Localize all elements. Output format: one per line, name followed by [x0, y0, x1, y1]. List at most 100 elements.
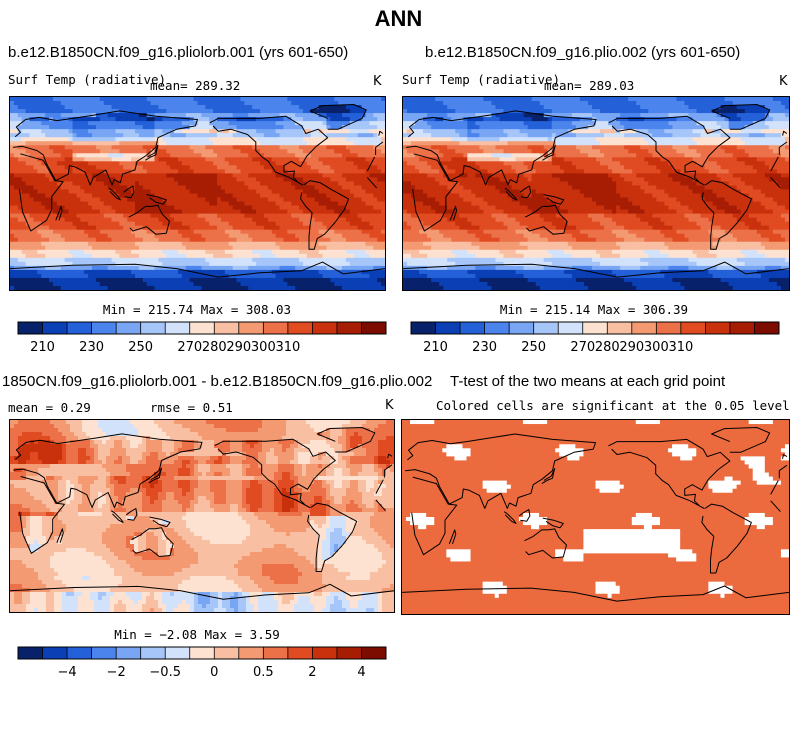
map-cell: [21, 277, 27, 283]
map-cell: [64, 197, 69, 202]
map-cell: [415, 105, 420, 110]
map-cell: [150, 121, 155, 126]
map-cell: [92, 249, 97, 255]
map-cell: [353, 261, 359, 267]
map-cell: [166, 137, 171, 142]
map-cell: [123, 241, 128, 247]
map-cell: [361, 161, 366, 166]
map-cell: [423, 109, 428, 114]
map-cell: [240, 141, 245, 146]
map-cell: [107, 285, 112, 290]
map-cell: [76, 161, 81, 166]
map-cell: [267, 141, 273, 146]
map-cell: [185, 145, 191, 150]
map-cell: [381, 129, 385, 134]
map-cell: [170, 205, 175, 210]
map-cell: [260, 237, 265, 243]
map-cell: [37, 213, 42, 219]
map-cell: [330, 145, 335, 150]
map-cell: [68, 97, 73, 102]
colorbar-swatch: [189, 322, 215, 334]
map-cell: [291, 121, 296, 126]
map-cell: [76, 237, 81, 243]
map-cell: [29, 285, 34, 290]
map-cell: [115, 285, 120, 290]
map-cell: [318, 197, 323, 202]
map-cell: [10, 161, 15, 166]
map-cell: [146, 285, 152, 290]
map-cell: [185, 173, 191, 178]
map-cell: [342, 269, 347, 275]
map-cell: [201, 113, 206, 118]
map-cell: [306, 157, 312, 162]
map-cell: [17, 141, 23, 146]
map-cell: [177, 145, 183, 150]
map-cell: [217, 205, 222, 210]
map-cell: [232, 145, 237, 150]
map-cell: [567, 101, 573, 106]
map-cell: [72, 105, 77, 110]
map-cell: [131, 281, 136, 287]
map-cell: [232, 249, 237, 255]
map-cell: [10, 217, 15, 223]
map-cell: [41, 265, 46, 271]
map-cell: [52, 145, 58, 150]
map-cell: [302, 189, 308, 194]
map-cell: [349, 241, 355, 247]
map-cell: [158, 185, 163, 190]
map-cell: [84, 189, 89, 194]
map-cell: [252, 205, 257, 210]
map-cell: [318, 177, 323, 182]
map-cell: [209, 197, 214, 202]
map-cell: [154, 189, 159, 194]
map-cell: [256, 137, 261, 142]
map-cell: [267, 233, 273, 239]
map-cell: [345, 161, 351, 166]
map-cell: [232, 205, 237, 210]
map-cell: [334, 229, 339, 235]
map-cell: [135, 245, 140, 251]
map-cell: [330, 193, 335, 198]
map-cell: [84, 133, 89, 138]
map-cell: [744, 105, 750, 110]
map-cell: [318, 121, 323, 126]
map-cell: [115, 161, 120, 166]
map-cell: [154, 277, 159, 283]
map-cell: [318, 117, 323, 122]
map-cell: [267, 273, 273, 279]
map-cell: [150, 185, 155, 190]
map-cell: [224, 141, 230, 146]
map-cell: [170, 245, 175, 251]
map-cell: [334, 121, 339, 126]
map-cell: [299, 161, 304, 166]
map-cell: [232, 221, 237, 227]
map-cell: [52, 149, 58, 154]
map-cell: [17, 149, 23, 154]
map-cell: [248, 133, 253, 138]
map-cell: [174, 241, 179, 247]
map-cell: [224, 105, 230, 110]
map-cell: [107, 281, 112, 287]
map-cell: [664, 105, 669, 110]
map-cell: [146, 241, 152, 247]
map-cell: [267, 165, 273, 170]
map-cell: [189, 285, 194, 290]
map-cell: [228, 261, 234, 267]
map-cell: [209, 117, 214, 122]
map-cell: [263, 109, 269, 114]
map-cell: [189, 193, 194, 198]
map-cell: [41, 101, 46, 106]
map-cell: [56, 233, 62, 239]
map-cell: [29, 189, 34, 194]
map-cell: [240, 145, 245, 150]
map-cell: [365, 205, 370, 210]
map-cell: [92, 197, 97, 202]
map-cell: [138, 177, 144, 182]
map-cell: [302, 113, 308, 118]
map-cell: [213, 169, 218, 174]
map-cell: [369, 261, 374, 267]
map-cell: [322, 169, 327, 174]
map-cell: [135, 137, 140, 142]
map-cell: [365, 177, 370, 182]
map-cell: [271, 241, 277, 247]
